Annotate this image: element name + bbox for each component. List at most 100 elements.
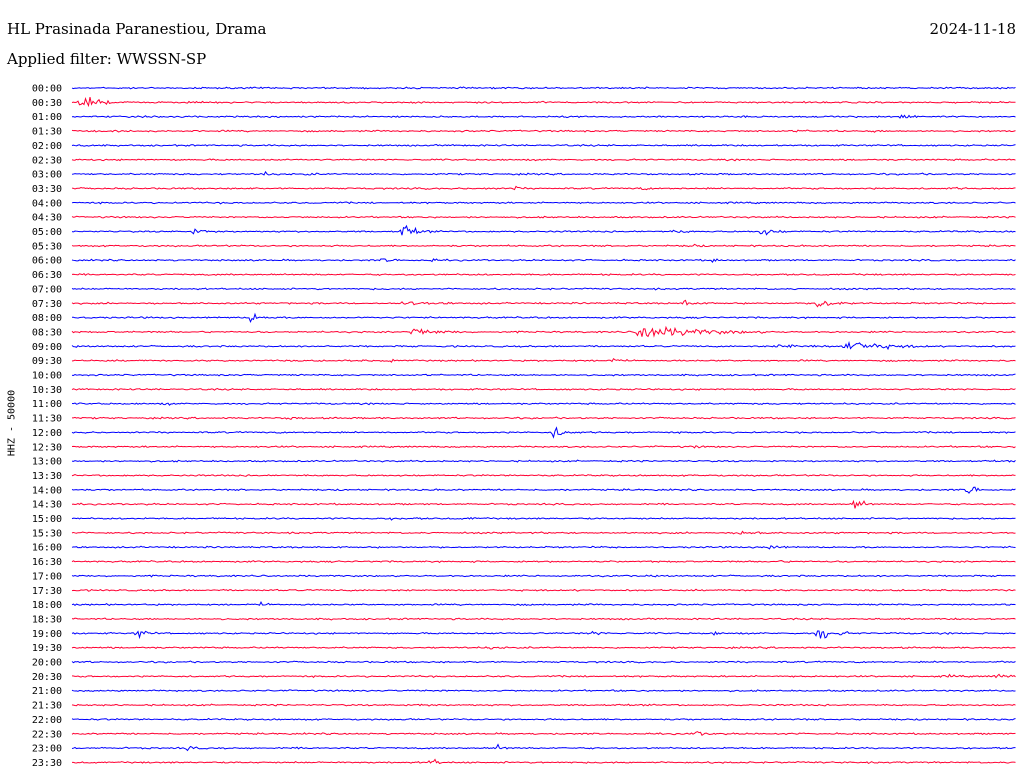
trace-line [71, 646, 1016, 650]
time-label: 00:00 [32, 84, 62, 95]
trace-line [71, 617, 1016, 621]
trace-line [71, 243, 1016, 248]
time-label: 05:30 [32, 241, 62, 252]
trace-line [71, 588, 1016, 592]
trace-line [71, 224, 1016, 236]
time-label: 02:30 [32, 155, 62, 166]
trace-line [71, 114, 1016, 119]
trace-line [71, 357, 1016, 363]
trace-line [71, 600, 1016, 607]
trace-line [71, 660, 1016, 664]
trace-line [71, 445, 1016, 449]
trace-line [71, 516, 1016, 521]
trace-line [71, 143, 1016, 147]
trace-line [71, 86, 1016, 90]
trace-line [71, 299, 1016, 308]
time-label: 08:30 [32, 327, 62, 338]
trace-line [71, 673, 1016, 679]
time-label: 19:30 [32, 643, 62, 654]
trace-line [71, 373, 1016, 377]
trace-line [71, 731, 1016, 737]
time-label: 20:00 [32, 658, 62, 669]
trace-line [71, 743, 1016, 752]
trace-line [71, 258, 1016, 263]
trace-line [71, 717, 1016, 721]
time-label: 10:30 [32, 385, 62, 396]
time-label: 12:00 [32, 428, 62, 439]
time-label: 14:30 [32, 500, 62, 511]
trace-line [71, 559, 1016, 564]
time-label: 01:00 [32, 112, 62, 123]
time-label: 18:00 [32, 600, 62, 611]
trace-line [71, 499, 1016, 509]
trace-line [71, 312, 1016, 324]
time-label: 13:00 [32, 457, 62, 468]
time-label: 07:00 [32, 284, 62, 295]
trace-line [71, 459, 1016, 463]
trace-line [71, 215, 1016, 219]
trace-line [71, 129, 1016, 133]
time-label: 12:30 [32, 442, 62, 453]
trace-line [71, 689, 1016, 693]
trace-line [71, 325, 1016, 338]
time-label: 08:00 [32, 313, 62, 324]
time-label: 23:00 [32, 744, 62, 755]
trace-line [71, 272, 1016, 276]
time-label: 11:00 [32, 399, 62, 410]
station-title: HL Prasinada Paranestiou, Drama [7, 20, 267, 38]
time-label: 05:00 [32, 227, 62, 238]
time-label: 04:00 [32, 198, 62, 209]
date-label: 2024-11-18 [929, 20, 1016, 38]
trace-line [71, 402, 1016, 406]
trace-line [71, 758, 1016, 765]
time-label: 18:30 [32, 614, 62, 625]
time-label: 21:00 [32, 686, 62, 697]
time-label: 09:30 [32, 356, 62, 367]
time-label: 15:00 [32, 514, 62, 525]
filter-label: Applied filter: WWSSN-SP [7, 50, 207, 68]
time-label: 14:00 [32, 485, 62, 496]
trace-line [71, 545, 1016, 550]
trace-line [71, 201, 1016, 205]
time-label: 17:00 [32, 571, 62, 582]
trace-line [71, 530, 1016, 535]
trace-line [71, 387, 1016, 391]
trace-line [71, 185, 1016, 191]
time-label: 21:30 [32, 701, 62, 712]
trace-line [71, 703, 1016, 707]
time-label: 06:00 [32, 256, 62, 267]
time-label: 16:00 [32, 543, 62, 554]
time-label: 11:30 [32, 414, 62, 425]
time-label: 02:00 [32, 141, 62, 152]
trace-line [71, 486, 1016, 494]
trace-line [71, 426, 1016, 439]
time-label: 03:30 [32, 184, 62, 195]
time-label: 09:00 [32, 342, 62, 353]
trace-line [71, 170, 1016, 176]
time-label: 03:00 [32, 170, 62, 181]
trace-line [71, 630, 1016, 640]
time-label: 22:30 [32, 729, 62, 740]
time-label: 06:30 [32, 270, 62, 281]
time-label: 15:30 [32, 528, 62, 539]
time-label: 04:30 [32, 213, 62, 224]
time-label: 23:30 [32, 758, 62, 769]
time-label: 00:30 [32, 98, 62, 109]
trace-line [71, 158, 1016, 162]
time-label: 07:30 [32, 299, 62, 310]
time-label: 10:00 [32, 371, 62, 382]
trace-line [71, 416, 1016, 420]
time-label: 22:00 [32, 715, 62, 726]
time-label: 13:30 [32, 471, 62, 482]
time-label: 01:30 [32, 127, 62, 138]
time-label: 16:30 [32, 557, 62, 568]
trace-line [71, 473, 1016, 477]
time-label: 19:00 [32, 629, 62, 640]
time-label: 17:30 [32, 586, 62, 597]
trace-line [71, 574, 1016, 578]
trace-line [71, 96, 1016, 108]
time-label: 20:30 [32, 672, 62, 683]
trace-line [71, 340, 1016, 351]
trace-line [71, 287, 1016, 291]
